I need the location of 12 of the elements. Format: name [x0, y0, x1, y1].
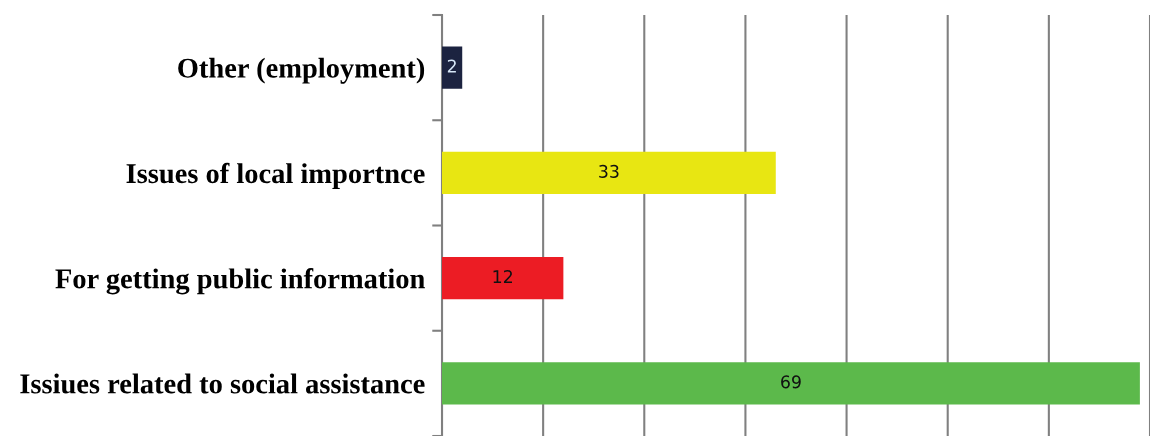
y-tick-label: For getting public information [55, 268, 425, 295]
y-tick-label: Other (employment) [178, 57, 425, 84]
bar [442, 257, 564, 300]
bar [442, 151, 776, 194]
data-label: 12 [493, 270, 512, 283]
data-label: 69 [781, 375, 801, 389]
bar [442, 46, 463, 89]
data-label: 2 [447, 59, 456, 73]
y-tick-label: Issues of local importnce [126, 162, 425, 189]
bar [442, 362, 1140, 405]
data-label: 33 [599, 164, 619, 178]
y-tick-label: Issiues related to social assistance [20, 373, 425, 394]
